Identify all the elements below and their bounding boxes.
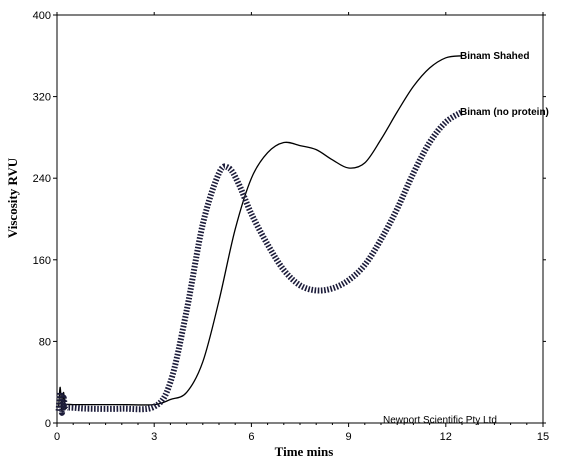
series-line-binam-no-protein <box>55 109 464 416</box>
y-tick-label: 400 <box>33 10 51 22</box>
series-label-binam-no-protein: Binam (no protein) <box>460 107 549 118</box>
y-tick-label: 0 <box>45 418 51 430</box>
x-axis-title: Time mins <box>275 444 334 459</box>
y-axis-title: Viscosity RVU <box>5 157 20 238</box>
series-group <box>55 55 464 416</box>
series-label-binam-shahed: Binam Shahed <box>460 51 529 62</box>
y-tick-label: 320 <box>33 92 51 104</box>
x-tick-label: 0 <box>54 431 60 443</box>
x-tick-label: 15 <box>537 431 549 443</box>
x-tick-label: 9 <box>346 431 352 443</box>
plot-frame <box>56 14 544 424</box>
axes <box>56 14 544 424</box>
labels: Time mins Viscosity RVU Newport Scientif… <box>5 51 549 459</box>
y-tick-label: 80 <box>39 336 51 348</box>
x-tick-label: 3 <box>151 431 157 443</box>
x-tick-label: 12 <box>440 431 452 443</box>
ticks: 0 3 6 9 12 15 0 80 160 240 320 400 <box>33 10 549 443</box>
y-tick-label: 160 <box>33 255 51 267</box>
y-tick-label: 240 <box>33 173 51 185</box>
credit-annotation: Newport Scientific Pty Ltd <box>383 415 497 426</box>
x-tick-label: 6 <box>248 431 254 443</box>
